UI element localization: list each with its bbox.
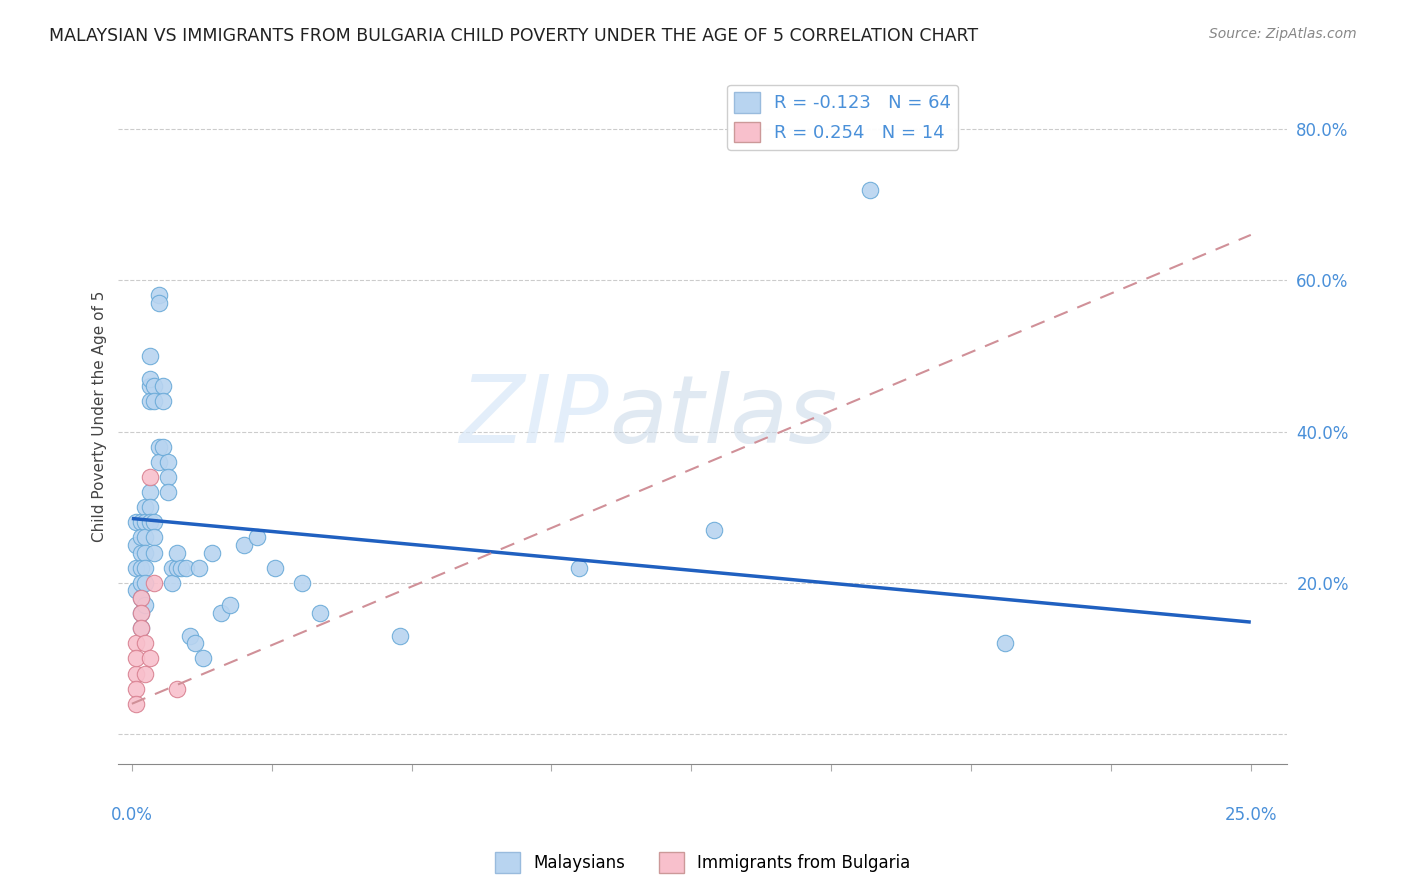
Point <box>160 575 183 590</box>
Point <box>134 636 156 650</box>
Point <box>994 636 1017 650</box>
Point <box>129 621 152 635</box>
Point <box>308 606 330 620</box>
Point <box>193 651 215 665</box>
Point <box>148 440 170 454</box>
Point <box>129 560 152 574</box>
Point <box>264 560 287 574</box>
Point <box>143 575 166 590</box>
Point <box>170 560 193 574</box>
Point <box>188 560 211 574</box>
Legend: R = -0.123   N = 64, R = 0.254   N = 14: R = -0.123 N = 64, R = 0.254 N = 14 <box>727 85 959 150</box>
Text: Source: ZipAtlas.com: Source: ZipAtlas.com <box>1209 27 1357 41</box>
Point <box>129 516 152 530</box>
Point <box>859 182 882 196</box>
Point <box>389 629 412 643</box>
Point <box>148 455 170 469</box>
Point <box>219 599 242 613</box>
Text: ZIP: ZIP <box>460 371 609 462</box>
Point <box>129 606 152 620</box>
Point <box>134 666 156 681</box>
Text: atlas: atlas <box>609 371 838 462</box>
Point <box>232 538 254 552</box>
Point <box>703 523 725 537</box>
Point <box>134 545 156 559</box>
Point <box>148 296 170 310</box>
Point <box>160 560 183 574</box>
Point <box>134 599 156 613</box>
Point <box>139 371 162 385</box>
Text: 0.0%: 0.0% <box>111 806 153 824</box>
Point <box>174 560 197 574</box>
Point <box>139 379 162 393</box>
Point <box>201 545 224 559</box>
Point <box>156 455 179 469</box>
Point <box>156 485 179 500</box>
Point <box>166 681 188 696</box>
Point <box>134 530 156 544</box>
Point <box>129 591 152 605</box>
Point <box>134 500 156 515</box>
Point <box>125 681 148 696</box>
Point <box>139 516 162 530</box>
Point <box>139 485 162 500</box>
Point <box>125 651 148 665</box>
Point <box>129 530 152 544</box>
Point <box>134 560 156 574</box>
Point <box>125 583 148 598</box>
Point <box>152 440 174 454</box>
Point <box>143 394 166 409</box>
Point <box>166 545 188 559</box>
Point <box>291 575 314 590</box>
Point <box>143 516 166 530</box>
Point <box>139 470 162 484</box>
Point <box>125 666 148 681</box>
Point <box>148 288 170 302</box>
Point <box>139 394 162 409</box>
Point <box>125 538 148 552</box>
Point <box>209 606 232 620</box>
Point <box>139 349 162 363</box>
Point <box>183 636 205 650</box>
Point <box>125 697 148 711</box>
Point <box>134 516 156 530</box>
Point <box>129 606 152 620</box>
Point <box>139 500 162 515</box>
Point <box>129 575 152 590</box>
Point <box>125 516 148 530</box>
Point <box>129 591 152 605</box>
Point <box>152 379 174 393</box>
Point <box>143 545 166 559</box>
Point <box>139 651 162 665</box>
Point <box>246 530 269 544</box>
Point <box>166 560 188 574</box>
Point <box>129 545 152 559</box>
Point <box>143 530 166 544</box>
Point <box>152 394 174 409</box>
Point <box>125 636 148 650</box>
Point <box>568 560 591 574</box>
Point <box>143 379 166 393</box>
Text: 25.0%: 25.0% <box>1225 806 1277 824</box>
Legend: Malaysians, Immigrants from Bulgaria: Malaysians, Immigrants from Bulgaria <box>489 846 917 880</box>
Point <box>179 629 201 643</box>
Point <box>129 621 152 635</box>
Y-axis label: Child Poverty Under the Age of 5: Child Poverty Under the Age of 5 <box>93 291 107 542</box>
Point <box>134 575 156 590</box>
Point <box>156 470 179 484</box>
Text: MALAYSIAN VS IMMIGRANTS FROM BULGARIA CHILD POVERTY UNDER THE AGE OF 5 CORRELATI: MALAYSIAN VS IMMIGRANTS FROM BULGARIA CH… <box>49 27 979 45</box>
Point <box>125 560 148 574</box>
